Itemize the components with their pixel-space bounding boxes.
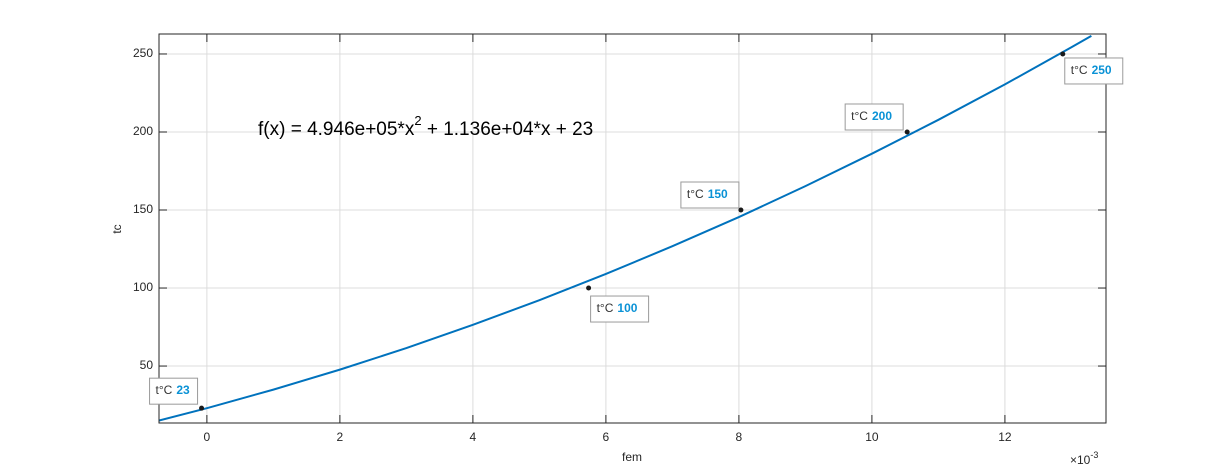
axes-box [158, 33, 1107, 424]
tip-label: t°C [851, 109, 868, 123]
data-tip: t°C 23 [149, 377, 199, 405]
plot-area [159, 34, 1106, 423]
x-axis-label: fem [622, 450, 642, 464]
multiplier-base: ×10 [1070, 453, 1091, 467]
x-tick-label: 0 [204, 430, 211, 444]
data-point [199, 405, 205, 411]
x-multiplier: ×10-3 [1070, 450, 1098, 467]
tip-label: t°C [687, 187, 704, 201]
fit-part: f(x) = 4.946e+05*x [258, 119, 415, 140]
tip-value: 200 [872, 109, 892, 123]
tip-text: t°C 150 [687, 187, 728, 201]
data-tip: t°C 250 [1064, 57, 1124, 85]
fit-curve [159, 35, 1092, 422]
x-tick-label: 10 [865, 430, 879, 444]
tip-box [149, 377, 199, 405]
x-tick-label: 4 [470, 430, 477, 444]
tip-text: t°C 100 [597, 301, 638, 315]
y-tick-label: 200 [133, 124, 153, 138]
y-tick-label: 100 [133, 280, 153, 294]
tip-box [844, 103, 904, 131]
tip-value: 100 [617, 301, 637, 315]
tip-label: t°C [597, 301, 614, 315]
tip-box [590, 295, 650, 323]
data-point [738, 207, 744, 213]
multiplier-exponent: -3 [1090, 450, 1098, 460]
fit-part: + 1.136e+04*x + 23 [422, 119, 594, 140]
tip-label: t°C [1071, 63, 1088, 77]
tip-text: t°C 23 [156, 383, 190, 397]
tip-value: 250 [1092, 63, 1112, 77]
tip-text: t°C 200 [851, 109, 892, 123]
data-tip: t°C 100 [590, 295, 650, 323]
x-tick-label: 2 [337, 430, 344, 444]
tip-label: t°C [156, 383, 173, 397]
tip-box [680, 181, 740, 209]
data-point [1060, 51, 1066, 57]
x-tick-label: 12 [998, 430, 1012, 444]
tip-value: 150 [708, 187, 728, 201]
data-tip: t°C 150 [680, 181, 740, 209]
tip-text: t°C 250 [1071, 63, 1112, 77]
y-tick-label: 50 [140, 358, 154, 372]
y-tick-label: 150 [133, 202, 153, 216]
data-point [586, 285, 592, 291]
x-tick-label: 8 [736, 430, 743, 444]
fit-equation: f(x) = 4.946e+05*x2 + 1.136e+04*x + 23 [258, 113, 593, 140]
tip-value: 23 [176, 383, 190, 397]
y-tick-label: 250 [133, 46, 153, 60]
fit-superscript: 2 [414, 113, 421, 128]
tip-box [1064, 57, 1124, 85]
data-point [904, 129, 910, 135]
x-tick-label: 6 [603, 430, 610, 444]
y-axis-label: tc [110, 224, 124, 233]
data-tip: t°C 200 [844, 103, 904, 131]
